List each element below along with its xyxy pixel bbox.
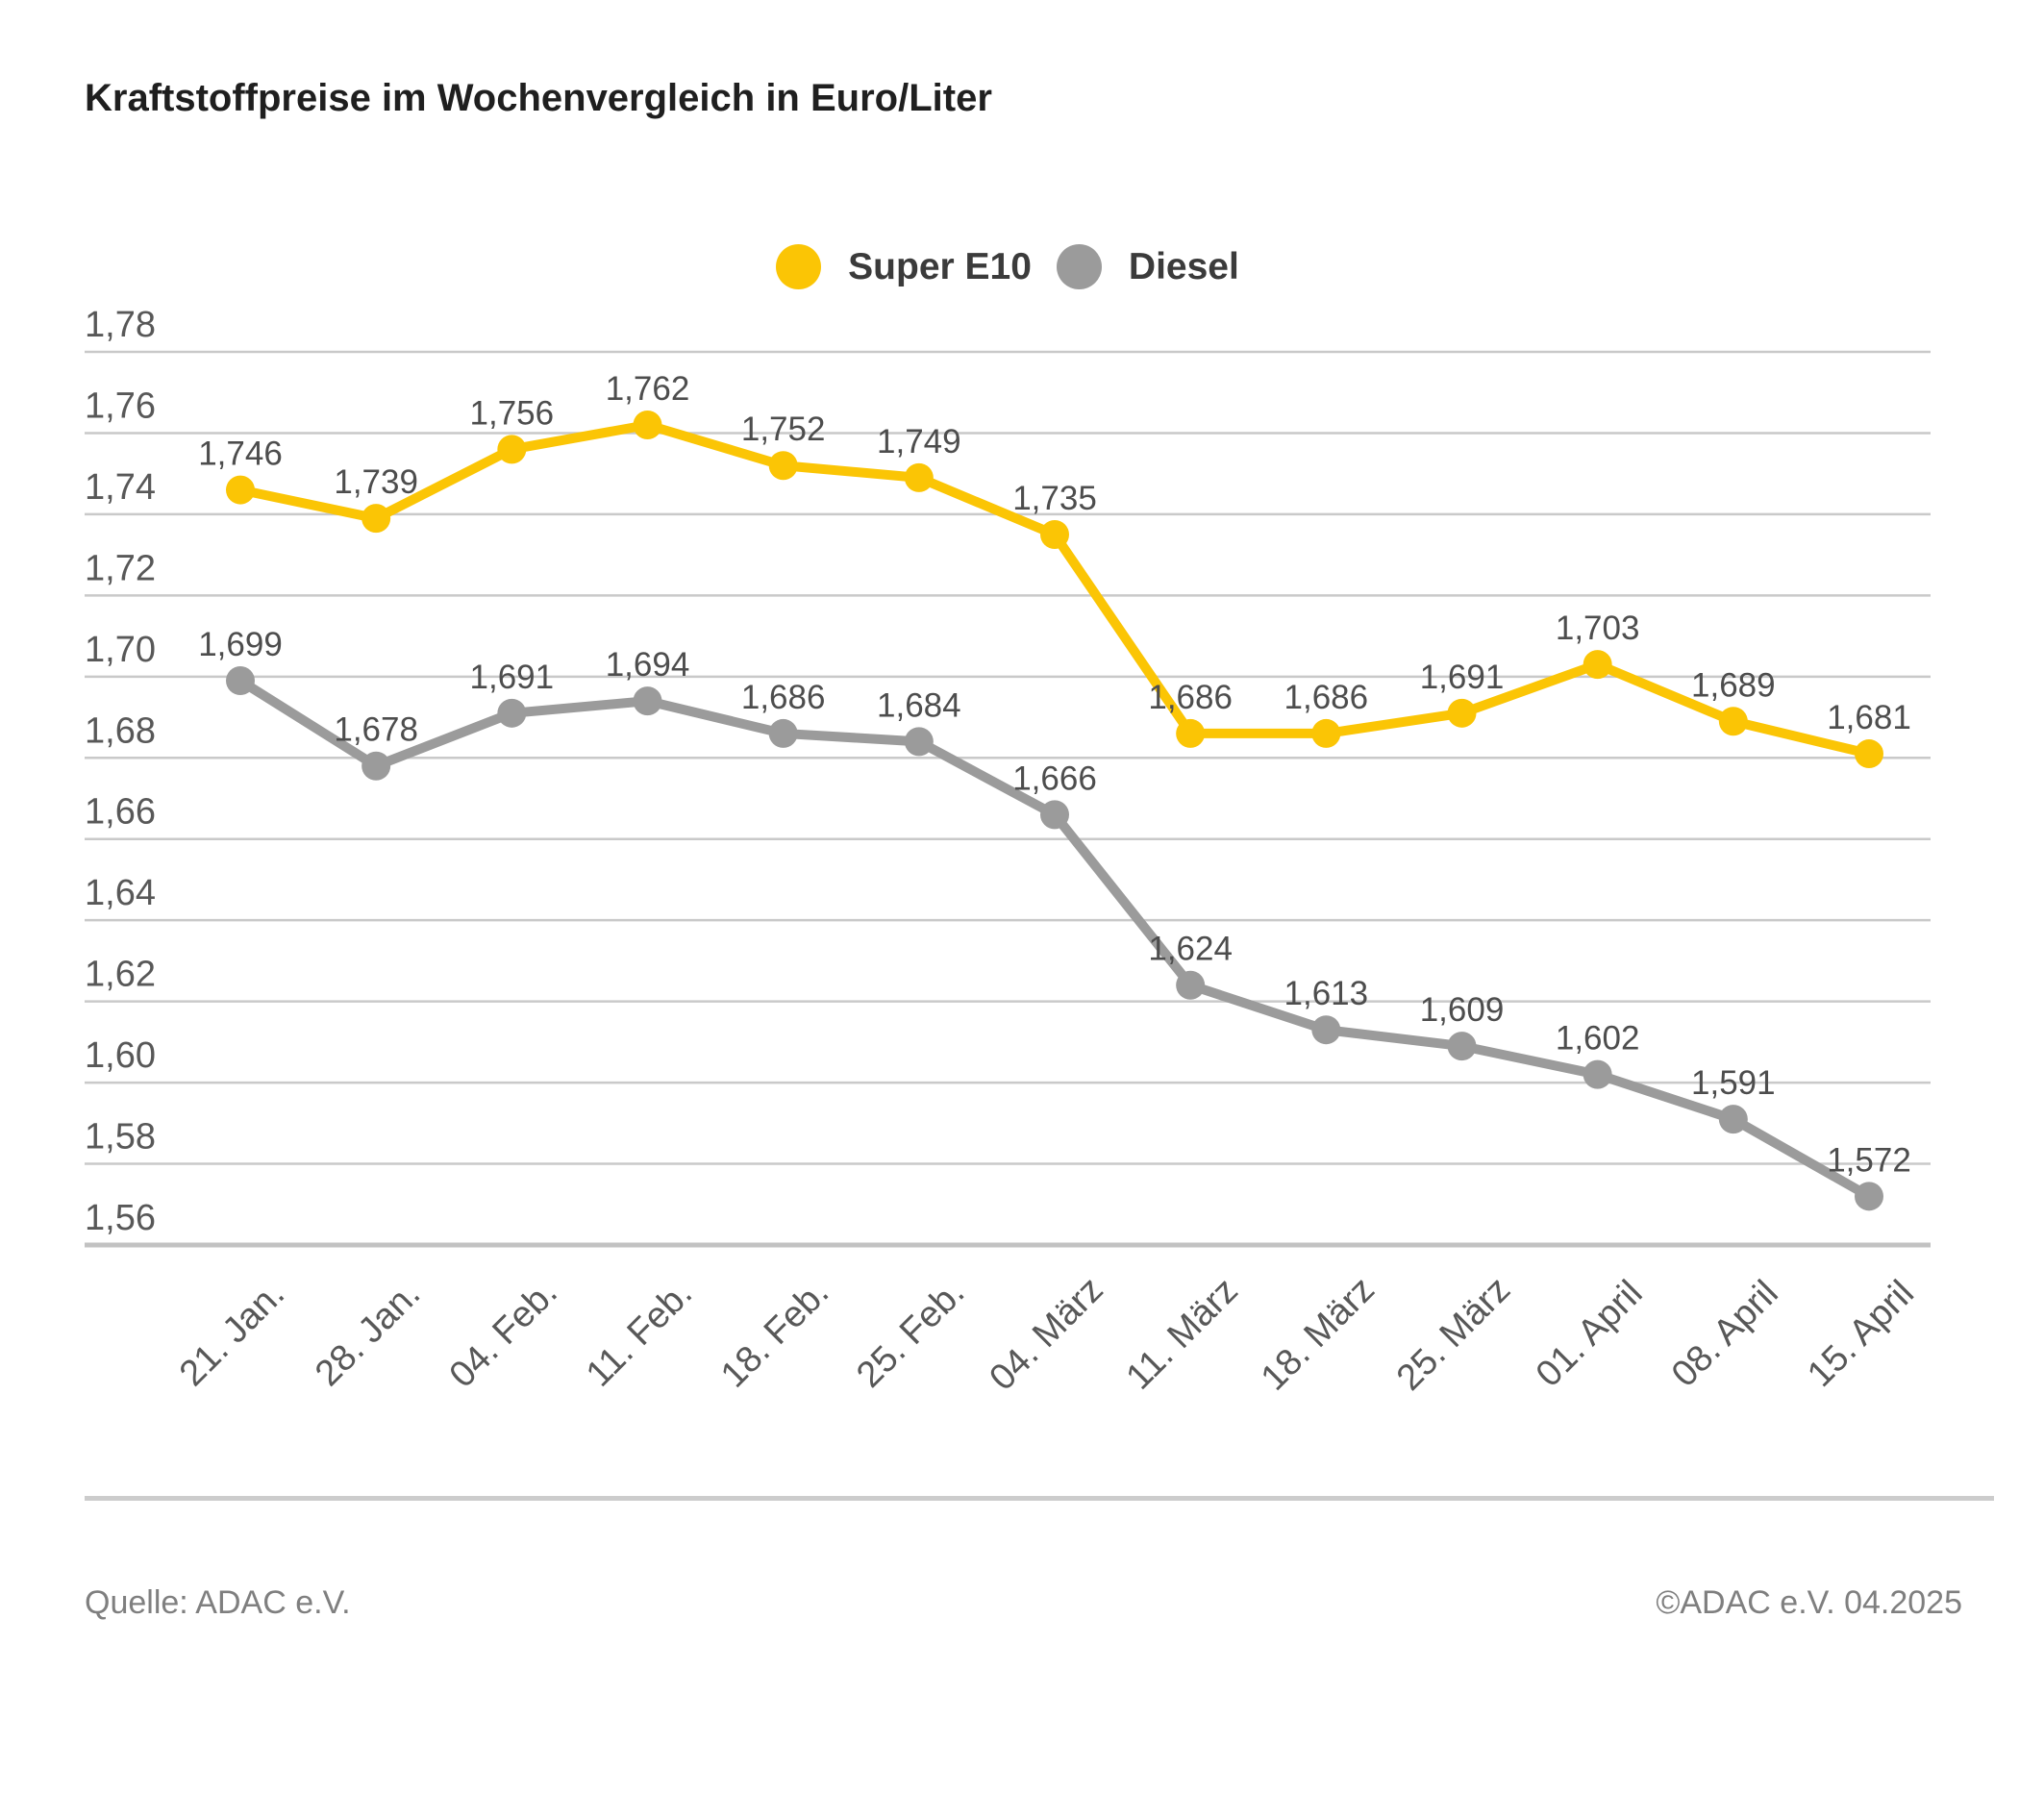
diesel-value-label: 1,691 <box>470 659 555 696</box>
y-axis-tick-label: 1,60 <box>85 1035 156 1076</box>
chart-svg: 1,78 1,76 1,74 1,72 1,70 1,68 1,66 1,64 1,62 1,60… <box>85 305 1931 1399</box>
x-axis-tick-label: 04. Feb. <box>442 1272 565 1395</box>
diesel-point <box>361 751 391 781</box>
y-axis-tick-label: 1,58 <box>85 1117 156 1158</box>
super-e10-value-label: 1,756 <box>470 394 555 432</box>
y-axis-tick-label: 1,70 <box>85 630 156 670</box>
super-e10-value-label: 1,703 <box>1556 610 1640 647</box>
x-axis-tick-label: 08. April <box>1664 1273 1786 1395</box>
super-e10-value-label: 1,689 <box>1691 666 1776 704</box>
diesel-point <box>1583 1059 1612 1089</box>
super-e10-point <box>1040 520 1069 550</box>
chart-title: Kraftstoffpreise im Wochenvergleich in E… <box>85 77 992 119</box>
diesel-value-label: 1,602 <box>1556 1020 1640 1058</box>
diesel-point <box>904 727 934 757</box>
diesel-point <box>1040 800 1069 830</box>
super-e10-point <box>904 462 934 492</box>
footer-copyright: ©ADAC e.V. 04.2025 <box>1656 1584 1962 1621</box>
diesel-point <box>1855 1182 1883 1211</box>
y-axis-tick-label: 1,68 <box>85 710 156 751</box>
diesel-value-label: 1,591 <box>1691 1064 1776 1102</box>
super-e10-point <box>1447 698 1477 728</box>
series-diesel: 1,699 1,678 1,691 1,694 1,686 1,684 1,666 1,624… <box>198 626 1911 1211</box>
y-axis-tick-label: 1,62 <box>85 955 156 995</box>
diesel-value-label: 1,694 <box>606 646 690 684</box>
x-axis-tick-label: 25. März <box>1389 1269 1518 1398</box>
y-axis-tick-label: 1,56 <box>85 1198 156 1238</box>
diesel-value-label: 1,699 <box>198 626 283 663</box>
super-e10-point <box>1176 718 1206 748</box>
super-e10-value-label: 1,746 <box>198 436 283 473</box>
diesel-point <box>633 686 662 716</box>
super-e10-point <box>1718 707 1748 736</box>
legend-swatch-super-e10-icon <box>776 244 822 289</box>
x-axis-tick-label: 04. März <box>982 1269 1110 1398</box>
super-e10-point <box>768 451 798 481</box>
super-e10-point <box>1583 650 1612 680</box>
diesel-value-label: 1,666 <box>1012 760 1097 797</box>
y-axis-tick-label: 1,64 <box>85 873 156 913</box>
y-axis-tick-label: 1,74 <box>85 467 156 508</box>
footer-divider <box>85 1496 1994 1501</box>
diesel-point <box>1447 1032 1477 1061</box>
diesel-value-label: 1,613 <box>1284 975 1369 1012</box>
super-e10-point <box>1855 739 1883 769</box>
diesel-value-label: 1,572 <box>1827 1141 1911 1179</box>
legend-item-diesel: Diesel <box>1056 244 1239 289</box>
legend-label-diesel: Diesel <box>1128 245 1239 287</box>
super-e10-value-label: 1,739 <box>334 463 418 501</box>
diesel-point <box>226 666 255 696</box>
super-e10-point <box>633 411 662 440</box>
y-axis-tick-label: 1,78 <box>85 305 156 345</box>
x-axis-tick-label: 11. März <box>1119 1270 1246 1397</box>
x-axis-tick-label: 25. Feb. <box>849 1272 972 1395</box>
diesel-value-label: 1,609 <box>1420 991 1505 1029</box>
x-axis-tick-label: 01. April <box>1529 1273 1651 1395</box>
x-axis-tick-label: 21. Jan. <box>172 1274 292 1394</box>
diesel-value-label: 1,624 <box>1148 931 1233 968</box>
diesel-value-label: 1,686 <box>741 679 826 716</box>
series-super-e10: 1,746 1,739 1,756 1,762 1,752 1,749 1,735 1,686… <box>198 370 1911 769</box>
super-e10-point <box>1311 718 1341 748</box>
footer-source: Quelle: ADAC e.V. <box>85 1584 351 1621</box>
super-e10-line <box>236 420 1874 760</box>
diesel-point <box>768 718 798 748</box>
super-e10-value-label: 1,691 <box>1420 659 1505 696</box>
legend-swatch-diesel-icon <box>1056 244 1102 289</box>
diesel-point <box>1176 970 1206 1000</box>
legend-item-super-e10: Super E10 <box>776 244 1032 289</box>
super-e10-value-label: 1,686 <box>1148 679 1233 716</box>
x-axis-tick-label: 28. Jan. <box>308 1274 428 1394</box>
super-e10-value-label: 1,686 <box>1284 679 1369 716</box>
diesel-point <box>497 698 527 728</box>
super-e10-point <box>497 435 527 464</box>
super-e10-value-label: 1,681 <box>1827 699 1911 736</box>
y-axis-tick-label: 1,72 <box>85 548 156 588</box>
super-e10-value-label: 1,749 <box>877 423 961 461</box>
super-e10-point <box>226 475 255 505</box>
x-axis-tick-label: 18. Feb. <box>713 1272 836 1395</box>
legend: Super E10 Diesel <box>85 244 1931 289</box>
y-axis-tick-label: 1,76 <box>85 386 156 426</box>
diesel-value-label: 1,684 <box>877 686 961 724</box>
legend-label-super-e10: Super E10 <box>848 245 1032 287</box>
diesel-value-label: 1,678 <box>334 711 418 749</box>
x-axis-tick-label: 18. März <box>1254 1269 1383 1398</box>
y-axis-tick-label: 1,66 <box>85 792 156 833</box>
x-axis-tick-label: 11. Feb. <box>579 1273 700 1394</box>
super-e10-value-label: 1,762 <box>606 370 690 408</box>
super-e10-point <box>361 504 391 534</box>
diesel-point <box>1718 1105 1748 1134</box>
super-e10-value-label: 1,735 <box>1012 480 1097 517</box>
diesel-point <box>1311 1015 1341 1045</box>
super-e10-value-label: 1,752 <box>741 411 826 448</box>
x-axis-tick-label: 15. April <box>1800 1273 1922 1395</box>
